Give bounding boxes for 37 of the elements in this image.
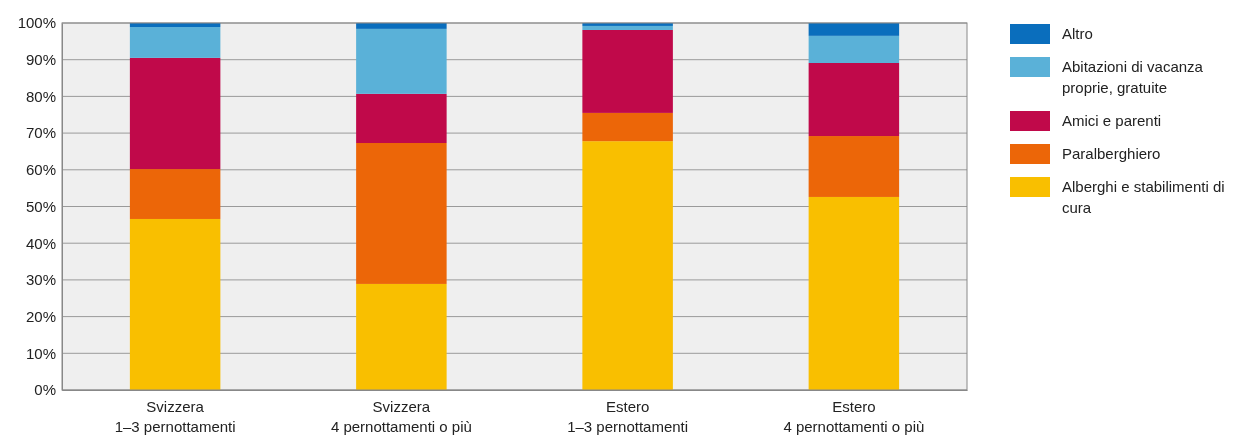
y-tick-label: 0% — [34, 381, 56, 399]
x-tick-label: Svizzera 4 pernottamenti o più — [330, 398, 472, 435]
y-tick-label: 70% — [25, 124, 56, 142]
bar — [129, 169, 221, 219]
bar — [582, 141, 673, 390]
y-tick-label: 10% — [25, 344, 56, 362]
x-tick-label: Estero 1–3 pernottamenti — [567, 398, 689, 435]
legend-label: Paralberghiero — [1062, 145, 1161, 162]
bar — [808, 23, 900, 36]
bar — [129, 27, 221, 58]
bar — [129, 218, 221, 390]
legend-label: Amici e parenti — [1062, 112, 1162, 129]
legend-label: Abitazioni di vacanza proprie, gratuite — [1062, 58, 1204, 96]
bar — [356, 93, 447, 144]
y-tick-label: 60% — [25, 161, 56, 179]
bar — [356, 143, 447, 284]
bar — [356, 28, 447, 94]
y-tick-label: 80% — [25, 87, 56, 105]
y-tick-label: 50% — [25, 197, 56, 215]
bar — [582, 25, 673, 30]
legend-label: Alberghi e stabilimenti di cura — [1062, 178, 1225, 216]
bar — [356, 283, 447, 390]
bar — [582, 112, 673, 142]
y-tick-label: 40% — [25, 234, 56, 252]
y-tick-label: 90% — [25, 51, 56, 68]
bar — [808, 35, 900, 63]
x-tick-label: Estero 4 pernottamenti o più — [783, 398, 925, 435]
bar — [129, 57, 221, 170]
bar — [808, 63, 900, 137]
bar — [582, 29, 673, 113]
y-tick-label: 100% — [17, 14, 56, 32]
y-tick-label: 30% — [25, 271, 56, 289]
bar — [808, 136, 900, 197]
bar — [808, 196, 900, 390]
x-tick-label: Svizzera 1–3 pernottamenti — [114, 398, 236, 435]
legend-label: Altro — [1062, 25, 1093, 42]
y-tick-label: 20% — [25, 307, 56, 325]
